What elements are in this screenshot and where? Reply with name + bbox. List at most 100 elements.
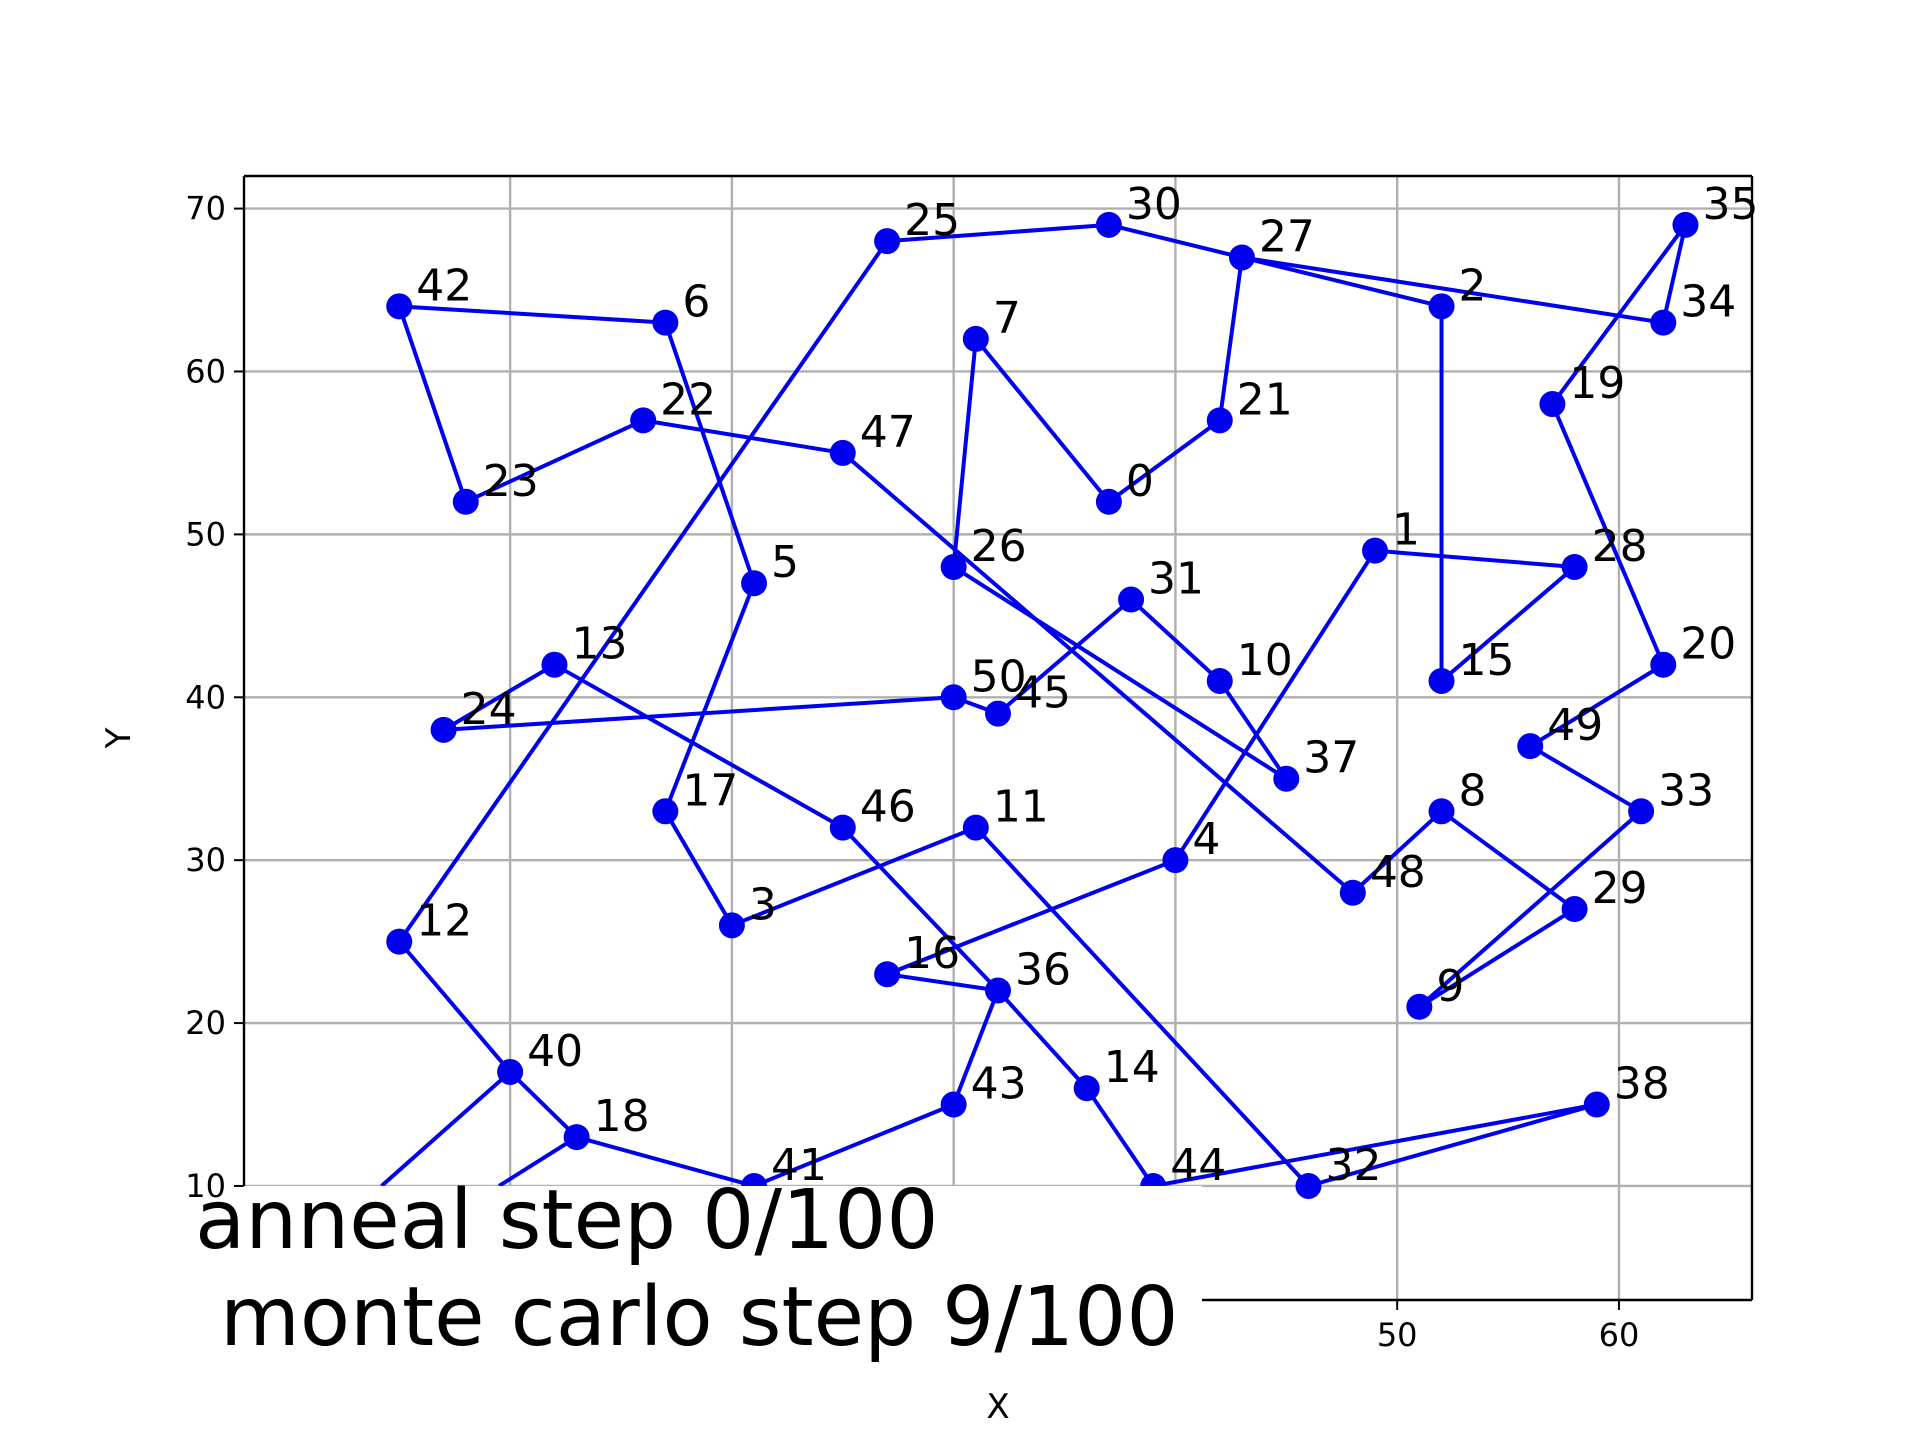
route-edge-stub-18 xyxy=(497,1135,578,1188)
city-label-22: 22 xyxy=(660,374,716,425)
city-marker-26 xyxy=(940,553,967,580)
city-label-42: 42 xyxy=(416,260,472,311)
city-label-11: 11 xyxy=(993,782,1049,833)
city-marker-19 xyxy=(1539,391,1566,418)
route-edge-9-29 xyxy=(1418,907,1576,1009)
city-label-3: 3 xyxy=(749,879,777,930)
route-edge-5-17 xyxy=(663,582,756,813)
route-edge-17-3 xyxy=(663,810,734,927)
city-marker-35 xyxy=(1672,211,1699,238)
route-edge-12-40 xyxy=(397,940,512,1074)
city-label-25: 25 xyxy=(904,195,960,246)
route-edge-23-42 xyxy=(397,305,468,503)
city-marker-21 xyxy=(1206,407,1233,434)
city-marker-50 xyxy=(940,684,967,711)
city-marker-2 xyxy=(1428,293,1455,320)
city-marker-33 xyxy=(1628,798,1655,825)
city-label-41: 41 xyxy=(771,1140,827,1191)
city-label-10: 10 xyxy=(1237,635,1293,686)
route-edge-11-32 xyxy=(974,826,1310,1188)
overlay-mask-rect xyxy=(190,1185,1202,1380)
city-marker-31 xyxy=(1118,586,1145,613)
y-tick-label-30: 30 xyxy=(185,841,226,879)
route-edge-30-25 xyxy=(886,222,1110,244)
city-marker-6 xyxy=(652,309,679,336)
city-label-29: 29 xyxy=(1592,863,1648,914)
y-tick-label-40: 40 xyxy=(185,678,226,716)
y-tick-label-10: 10 xyxy=(185,1167,226,1205)
route-edge-44-14 xyxy=(1085,1087,1155,1188)
route-edge-35-19 xyxy=(1550,223,1688,406)
city-marker-28 xyxy=(1561,553,1588,580)
overlay-mask xyxy=(190,1185,1202,1380)
route-edge-46-13 xyxy=(553,662,844,830)
x-tick-label-60: 60 xyxy=(1599,1316,1640,1354)
route-edge-22-23 xyxy=(464,418,645,504)
axes-frame xyxy=(242,174,1754,1302)
city-label-34: 34 xyxy=(1680,277,1736,328)
city-label-50: 50 xyxy=(971,651,1027,702)
city-marker-14 xyxy=(1073,1075,1100,1102)
city-marker-8 xyxy=(1428,798,1455,825)
city-label-0: 0 xyxy=(1126,456,1154,507)
city-label-35: 35 xyxy=(1702,179,1758,230)
route-edge-0-21 xyxy=(1107,418,1221,504)
city-label-15: 15 xyxy=(1459,635,1515,686)
y-tick-label-20: 20 xyxy=(185,1004,226,1042)
city-marker-5 xyxy=(741,570,768,597)
city-marker-45 xyxy=(985,700,1011,727)
city-marker-3 xyxy=(718,912,745,939)
city-label-24: 24 xyxy=(461,684,517,735)
route-edge-20-49 xyxy=(1529,662,1665,748)
route-edge-38-44 xyxy=(1152,1102,1598,1188)
route-edge-33-9 xyxy=(1418,809,1643,1009)
city-label-9: 9 xyxy=(1436,961,1464,1012)
city-marker-30 xyxy=(1095,211,1122,238)
city-label-19: 19 xyxy=(1569,358,1625,409)
city-label-36: 36 xyxy=(1015,944,1071,995)
route-edge-49-33 xyxy=(1529,744,1643,814)
city-label-23: 23 xyxy=(483,456,539,507)
city-label-4: 4 xyxy=(1192,814,1220,865)
route-edge-19-20 xyxy=(1550,403,1666,666)
city-marker-12 xyxy=(386,928,413,955)
city-label-27: 27 xyxy=(1259,211,1315,262)
city-label-12: 12 xyxy=(416,896,472,947)
city-marker-20 xyxy=(1650,651,1677,678)
route-edge-2-27 xyxy=(1241,255,1443,309)
city-label-5: 5 xyxy=(771,537,799,588)
city-marker-27 xyxy=(1228,244,1255,271)
city-marker-47 xyxy=(829,439,856,466)
route-edge-45-31 xyxy=(996,598,1133,716)
city-marker-40 xyxy=(497,1058,524,1085)
city-marker-22 xyxy=(630,407,657,434)
city-label-47: 47 xyxy=(860,407,916,458)
city-marker-23 xyxy=(452,488,479,515)
city-marker-13 xyxy=(541,651,568,678)
route-lines xyxy=(380,222,1688,1188)
city-label-48: 48 xyxy=(1370,847,1426,898)
city-marker-15 xyxy=(1428,667,1455,694)
route-edge-18-41 xyxy=(576,1135,755,1188)
route-edge-7-0 xyxy=(974,337,1111,504)
city-marker-37 xyxy=(1273,765,1300,792)
city-marker-16 xyxy=(874,961,901,988)
route-edge-25-12 xyxy=(397,240,889,943)
route-edge-41-43 xyxy=(753,1102,955,1188)
route-edge-36-46 xyxy=(841,826,1000,992)
x-axis-label: X xyxy=(986,1387,1009,1427)
city-label-49: 49 xyxy=(1547,700,1603,751)
route-edge-32-38 xyxy=(1307,1102,1598,1188)
route-edge-13-24 xyxy=(442,662,556,732)
city-label-30: 30 xyxy=(1126,179,1182,230)
city-marker-0 xyxy=(1095,488,1122,515)
city-label-40: 40 xyxy=(527,1026,583,1077)
city-label-13: 13 xyxy=(571,619,627,670)
city-marker-43 xyxy=(940,1091,967,1118)
y-tick-label-50: 50 xyxy=(185,515,226,553)
city-marker-29 xyxy=(1561,896,1588,923)
